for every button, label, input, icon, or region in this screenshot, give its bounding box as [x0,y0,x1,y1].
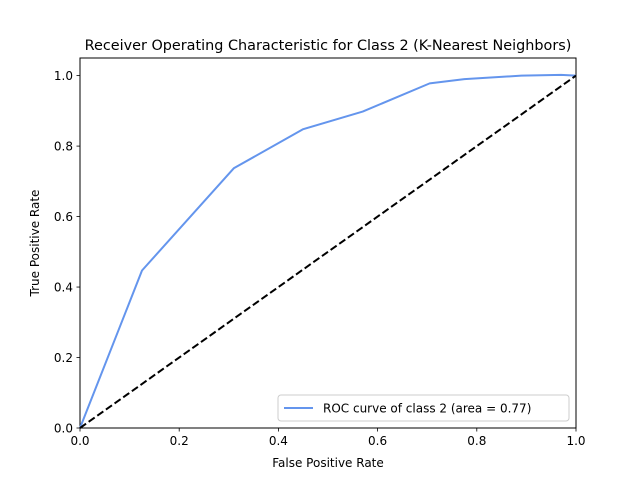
x-tick-label-1: 0.2 [170,434,189,448]
x-tick-label-4: 0.8 [467,434,486,448]
y-tick-label-3: 0.6 [54,210,73,224]
x-tick-label-2: 0.4 [269,434,288,448]
y-axis-label: True Positive Rate [28,190,42,298]
roc-curve-line-series-0 [79,73,577,429]
x-tick-label-3: 0.6 [368,434,387,448]
y-tick-label-5: 1.0 [54,69,73,83]
legend-label-roc-curve: ROC curve of class 2 (area = 0.77) [323,402,531,416]
y-tick-label-2: 0.4 [54,280,73,294]
plot-area-frame [79,57,577,429]
chart-title: Receiver Operating Characteristic for Cl… [85,38,572,54]
x-tick-label-0: 0.0 [70,434,89,448]
y-tick-label-0: 0.0 [54,421,73,435]
x-tick-label-5: 1.0 [566,434,585,448]
x-axis-label: False Positive Rate [272,456,384,470]
legend: ROC curve of class 2 (area = 0.77) [277,394,570,422]
series-layer [79,73,577,429]
y-tick-label-1: 0.2 [54,351,73,365]
chance-diagonal-line [79,74,577,429]
y-tick-label-4: 0.8 [54,139,73,153]
x-axis-ticks: 0.0 0.2 0.4 0.6 0.8 1.0 [70,428,586,448]
y-axis-ticks: 0.0 0.2 0.4 0.6 0.8 1.0 [54,69,80,435]
legend-box [277,394,570,422]
